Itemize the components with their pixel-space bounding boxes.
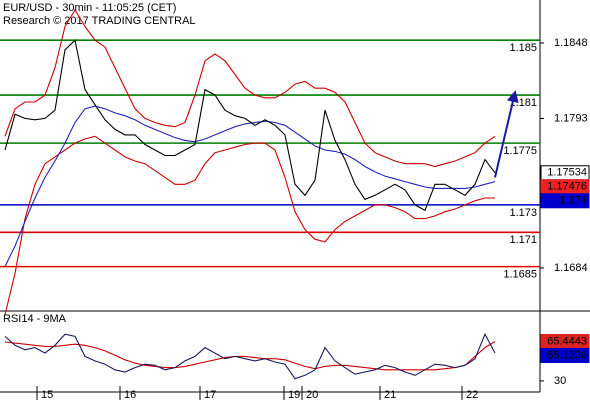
chart-subtitle: Research © 2017 TRADING CENTRAL [3, 15, 196, 27]
series-line [4, 341, 496, 371]
series-line [4, 105, 496, 267]
price-marker-label: 65.4443 [547, 335, 587, 347]
x-tick-label: 19 [288, 389, 300, 400]
x-tick-label: 21 [384, 389, 396, 400]
level-label: 1.1775 [503, 145, 537, 157]
forecast-arrow [494, 90, 519, 178]
level-label: 1.185 [509, 42, 537, 54]
y-tick-label: 30 [554, 375, 566, 387]
price-marker-label: 1.17476 [547, 181, 587, 193]
price-marker [540, 348, 590, 364]
x-tick-label: 16 [124, 389, 136, 400]
chart-title: EUR/USD - 30min - 11:05:25 (CET) [3, 2, 176, 14]
x-tick-label: 15 [41, 389, 53, 400]
series-line [4, 332, 496, 380]
level-label: 1.171 [509, 234, 537, 246]
price-marker-label: 1.174 [559, 195, 587, 207]
price-marker [540, 193, 590, 209]
level-label: 1.1685 [503, 269, 537, 281]
panel-title: RSI14 - 9MA [3, 313, 67, 325]
x-tick-label: 17 [204, 389, 216, 400]
price-marker-label: 1.17534 [547, 167, 587, 179]
series-line [4, 135, 495, 315]
x-tick-label: 22 [466, 389, 478, 400]
y-tick-label: 1.1684 [554, 262, 588, 274]
price-marker-label: 55.1236 [547, 349, 587, 361]
series-line [4, 8, 496, 168]
y-tick-label: 1.1793 [554, 112, 588, 124]
y-tick-label: 1.1848 [554, 37, 588, 49]
level-label: 1.173 [509, 207, 537, 219]
series-line [4, 39, 496, 212]
x-tick-label: 20 [306, 389, 318, 400]
